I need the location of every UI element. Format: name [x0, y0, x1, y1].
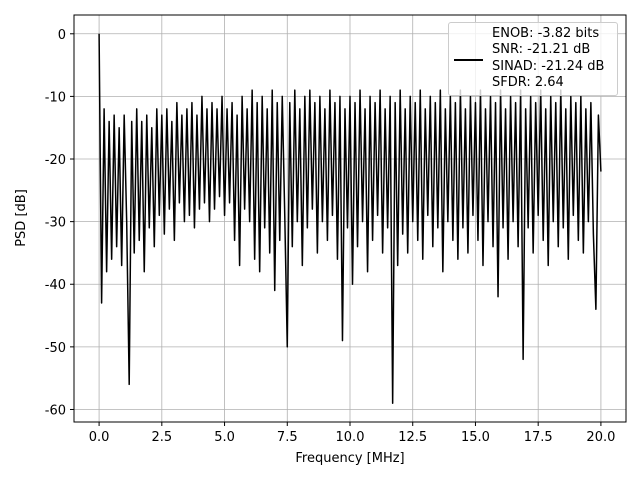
x-tick-label: 0.0 — [89, 430, 110, 445]
legend-label: ENOB: -3.82 bits SNR: -21.21 dB SINAD: -… — [492, 26, 605, 90]
y-tick-label: -20 — [45, 153, 66, 168]
x-tick-label: 2.5 — [151, 430, 172, 445]
y-tick-label: -40 — [45, 278, 66, 293]
x-tick-label: 5.0 — [214, 430, 235, 445]
x-axis-label: Frequency [MHz] — [295, 451, 404, 466]
ticks: 0.0 2.5 5.0 7.5 10.0 12.5 15.0 17.5 20.0 0 -10 -20 -… — [45, 28, 616, 445]
legend-swatch — [454, 59, 483, 61]
x-tick-label: 17.5 — [524, 430, 553, 445]
x-tick-label: 15.0 — [461, 430, 490, 445]
y-tick-label: -30 — [45, 216, 66, 231]
psd-line — [98, 33, 602, 404]
y-tick-label: -50 — [45, 341, 66, 356]
y-tick-label: -60 — [45, 403, 66, 418]
x-tick-label: 7.5 — [277, 430, 298, 445]
x-tick-label: 20.0 — [586, 430, 615, 445]
y-axis-label: PSD [dB] — [14, 189, 29, 247]
y-tick-label: -10 — [45, 90, 66, 105]
y-tick-label: 0 — [58, 28, 66, 43]
x-tick-label: 12.5 — [398, 430, 427, 445]
plot-area — [98, 33, 602, 404]
legend: ENOB: -3.82 bits SNR: -21.21 dB SINAD: -… — [448, 22, 618, 96]
x-tick-label: 10.0 — [336, 430, 365, 445]
